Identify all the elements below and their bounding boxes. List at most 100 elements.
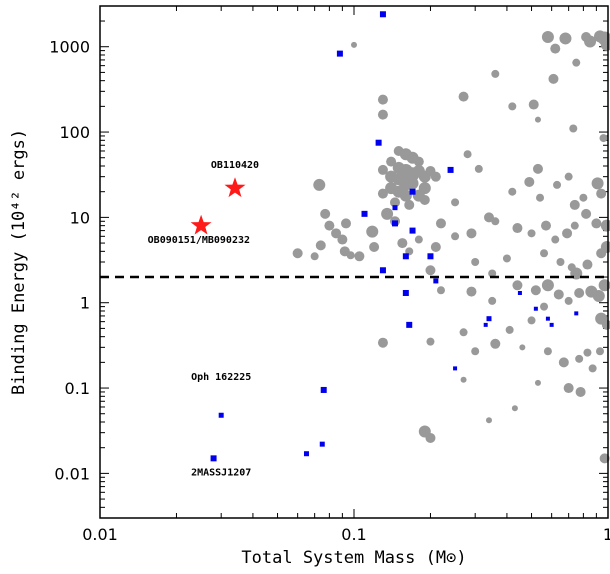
- data-point-gray: [564, 172, 573, 181]
- data-point-gray: [574, 287, 585, 298]
- data-point-gray: [588, 364, 597, 373]
- data-point-gray: [471, 347, 480, 356]
- data-point-gray: [540, 249, 549, 258]
- y-tick-label: 10: [70, 208, 90, 227]
- data-point-gray: [435, 218, 446, 229]
- data-point-blue: [391, 220, 398, 227]
- data-point-gray: [599, 134, 608, 143]
- data-point-gray: [527, 229, 536, 238]
- data-point-blue: [427, 253, 434, 260]
- data-point-star: [224, 177, 246, 198]
- data-point-gray: [313, 178, 326, 191]
- data-point-gray: [491, 217, 500, 226]
- data-point-gray: [483, 212, 494, 223]
- data-point-blue: [379, 267, 386, 274]
- data-point-blue: [533, 306, 538, 311]
- data-point-gray: [466, 286, 477, 297]
- data-point-gray: [346, 251, 355, 260]
- data-point-blue: [483, 322, 488, 327]
- data-point-gray: [575, 354, 584, 363]
- annotation-label: Oph 162225: [191, 372, 251, 383]
- data-point-gray: [553, 180, 562, 189]
- data-point-blue: [517, 290, 522, 295]
- data-point-blue: [218, 412, 224, 418]
- data-point-gray: [536, 193, 545, 202]
- data-point-gray: [377, 337, 388, 348]
- data-point-gray: [579, 193, 588, 202]
- data-point-blue: [361, 210, 368, 217]
- data-point-gray: [595, 347, 604, 356]
- data-point-gray: [354, 251, 365, 262]
- data-point-gray: [543, 347, 552, 356]
- data-point-gray: [310, 252, 319, 261]
- data-point-gray: [563, 383, 574, 394]
- data-point-gray: [425, 432, 436, 443]
- data-point-gray: [463, 150, 472, 159]
- data-point-gray: [406, 177, 419, 190]
- data-point-gray: [530, 285, 541, 296]
- data-point-gray: [459, 328, 468, 337]
- y-tick-label: 0.01: [54, 464, 90, 483]
- data-point-gray: [519, 344, 526, 351]
- data-point-gray: [413, 156, 424, 167]
- data-point-blue: [453, 366, 458, 371]
- data-point-gray: [592, 289, 605, 302]
- data-point-blue: [406, 321, 413, 328]
- data-point-blue: [402, 253, 409, 260]
- data-point-blue: [549, 322, 554, 327]
- data-point-gray: [340, 218, 351, 229]
- data-point-gray: [381, 207, 394, 220]
- data-point-gray: [534, 116, 541, 123]
- data-point-gray: [541, 30, 554, 43]
- y-tick-label: 100: [59, 123, 90, 142]
- data-point-gray: [488, 296, 497, 305]
- data-point-gray: [320, 208, 331, 219]
- data-point-gray: [430, 241, 441, 252]
- data-point-blue: [320, 386, 327, 393]
- data-point-gray: [389, 197, 400, 208]
- data-point-gray: [331, 228, 342, 239]
- y-axis-title: Binding Energy (10⁴² ergs): [9, 129, 29, 395]
- data-point-gray: [426, 337, 435, 346]
- data-point-blue: [319, 441, 325, 447]
- data-point-gray: [399, 189, 412, 202]
- data-point-gray: [505, 325, 514, 334]
- data-point-blue: [379, 11, 386, 18]
- data-point-gray: [582, 259, 593, 270]
- data-point-gray: [404, 199, 415, 210]
- data-point-gray: [508, 187, 517, 196]
- data-point-blue: [574, 311, 579, 316]
- data-point-gray: [564, 296, 573, 305]
- data-point-gray: [570, 221, 579, 230]
- data-point-gray: [490, 338, 501, 349]
- data-point-gray: [556, 258, 565, 266]
- data-point-gray: [511, 405, 518, 412]
- data-point-blue: [402, 289, 409, 296]
- data-point-gray: [599, 453, 610, 464]
- data-point-gray: [369, 241, 380, 252]
- data-point-gray: [397, 238, 408, 249]
- data-point-gray: [377, 94, 388, 105]
- data-point-gray: [548, 73, 559, 84]
- data-point-gray: [558, 357, 569, 368]
- data-point-gray: [524, 176, 535, 187]
- data-point-gray: [540, 302, 549, 311]
- x-tick-label: 0.01: [82, 525, 118, 544]
- data-point-gray: [419, 194, 430, 205]
- data-point-gray: [366, 225, 379, 238]
- data-point-gray: [562, 228, 573, 239]
- data-point-gray: [575, 386, 586, 397]
- data-point-blue: [545, 316, 550, 321]
- data-point-gray: [591, 218, 602, 229]
- annotations: OB110420 OB090151/MB090232 Oph 162225 2MASS…: [148, 160, 259, 478]
- data-point-gray: [572, 58, 581, 67]
- data-point-blue: [392, 205, 398, 211]
- data-point-gray: [534, 379, 541, 386]
- data-point-gray: [485, 417, 492, 424]
- data-point-blue: [375, 139, 382, 146]
- tick-labels: 0.01 0.1 1 0.01 0.1 1 10 100 1000: [49, 38, 610, 544]
- data-point-gray: [540, 220, 551, 231]
- data-point-gray: [491, 69, 500, 78]
- data-point-gray: [591, 177, 604, 190]
